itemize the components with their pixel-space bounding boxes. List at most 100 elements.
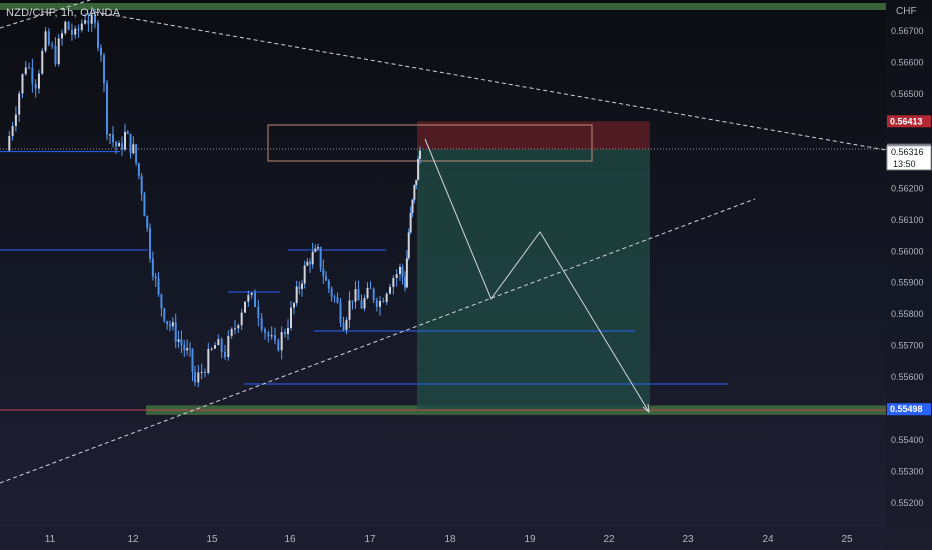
candle bbox=[174, 322, 177, 342]
candle bbox=[14, 114, 17, 127]
candle bbox=[411, 199, 414, 213]
candle bbox=[314, 248, 317, 252]
price-tick: 0.55600 bbox=[891, 372, 924, 382]
candle bbox=[379, 300, 381, 307]
candle bbox=[154, 276, 157, 279]
candle bbox=[21, 74, 24, 94]
candle bbox=[103, 55, 105, 84]
candle bbox=[100, 47, 102, 56]
candle bbox=[247, 294, 250, 302]
candle bbox=[270, 335, 273, 337]
stop-zone bbox=[417, 121, 650, 150]
candle bbox=[109, 134, 111, 136]
candle bbox=[57, 38, 60, 65]
candle bbox=[90, 14, 93, 24]
candle bbox=[37, 73, 40, 89]
candle bbox=[28, 67, 31, 69]
countdown-label: 13:50 bbox=[893, 159, 916, 169]
candle bbox=[24, 67, 27, 75]
candle bbox=[348, 300, 351, 320]
currency-label: CHF bbox=[896, 6, 917, 17]
time-tick: 25 bbox=[841, 534, 853, 545]
candle bbox=[227, 335, 230, 358]
candle bbox=[385, 293, 388, 303]
candle bbox=[250, 293, 253, 295]
candle bbox=[351, 300, 354, 302]
candle bbox=[146, 216, 149, 228]
candle bbox=[210, 348, 213, 350]
candle bbox=[124, 131, 126, 150]
candle bbox=[363, 298, 366, 309]
target-zone bbox=[417, 149, 650, 410]
candle bbox=[34, 83, 37, 89]
price-tick: 0.56600 bbox=[891, 57, 924, 67]
current-price-label: 0.56316 bbox=[891, 147, 924, 157]
time-tick: 15 bbox=[206, 534, 218, 545]
candle bbox=[399, 266, 401, 275]
candle bbox=[189, 348, 191, 350]
candle bbox=[157, 278, 160, 295]
candle bbox=[254, 293, 256, 307]
candle bbox=[345, 319, 348, 330]
candle bbox=[330, 288, 333, 297]
candle bbox=[372, 288, 375, 301]
candle bbox=[220, 339, 223, 352]
time-tick: 16 bbox=[284, 534, 296, 545]
candle bbox=[18, 93, 21, 115]
candle bbox=[41, 50, 44, 74]
candle bbox=[237, 325, 240, 329]
candle bbox=[392, 278, 395, 287]
candle bbox=[126, 131, 129, 134]
price-tick: 0.55700 bbox=[891, 341, 924, 351]
candle bbox=[405, 258, 408, 288]
candle bbox=[375, 300, 378, 307]
projection-path bbox=[424, 138, 650, 413]
time-tick: 17 bbox=[364, 534, 376, 545]
candle bbox=[360, 300, 363, 309]
candle bbox=[382, 300, 385, 303]
candle bbox=[395, 274, 398, 279]
candle bbox=[298, 286, 301, 289]
candle bbox=[166, 321, 169, 325]
candle bbox=[257, 306, 260, 319]
time-tick: 18 bbox=[444, 534, 456, 545]
candle bbox=[366, 287, 369, 299]
candle bbox=[11, 126, 14, 137]
candle bbox=[84, 20, 87, 24]
candle bbox=[369, 287, 372, 289]
candle bbox=[97, 23, 99, 48]
price-tick: 0.55400 bbox=[891, 435, 924, 445]
candle bbox=[417, 158, 420, 180]
candle bbox=[274, 335, 276, 341]
candle bbox=[80, 23, 83, 31]
price-tick: 0.56000 bbox=[891, 246, 924, 256]
time-tick: 22 bbox=[603, 534, 615, 545]
resistance-zone bbox=[0, 3, 886, 10]
candle bbox=[169, 324, 171, 327]
candle bbox=[407, 232, 410, 259]
candle bbox=[322, 268, 325, 277]
candle bbox=[264, 329, 266, 333]
candle bbox=[342, 322, 345, 330]
candle bbox=[284, 331, 286, 335]
supply-box bbox=[267, 124, 593, 162]
candle bbox=[290, 307, 292, 328]
time-tick: 24 bbox=[762, 534, 774, 545]
price-tick: 0.56700 bbox=[891, 26, 924, 36]
candle bbox=[295, 286, 298, 304]
candle bbox=[137, 163, 140, 176]
candle bbox=[301, 283, 303, 289]
candle bbox=[319, 247, 322, 269]
candle bbox=[31, 67, 34, 84]
candle bbox=[94, 14, 96, 24]
price-tick: 0.56200 bbox=[891, 183, 924, 193]
candle bbox=[44, 31, 47, 51]
stop-level-tag bbox=[887, 115, 931, 128]
candle bbox=[64, 21, 67, 34]
candle bbox=[240, 312, 243, 326]
candle bbox=[135, 144, 138, 164]
candle bbox=[70, 29, 73, 35]
candle bbox=[183, 344, 186, 351]
